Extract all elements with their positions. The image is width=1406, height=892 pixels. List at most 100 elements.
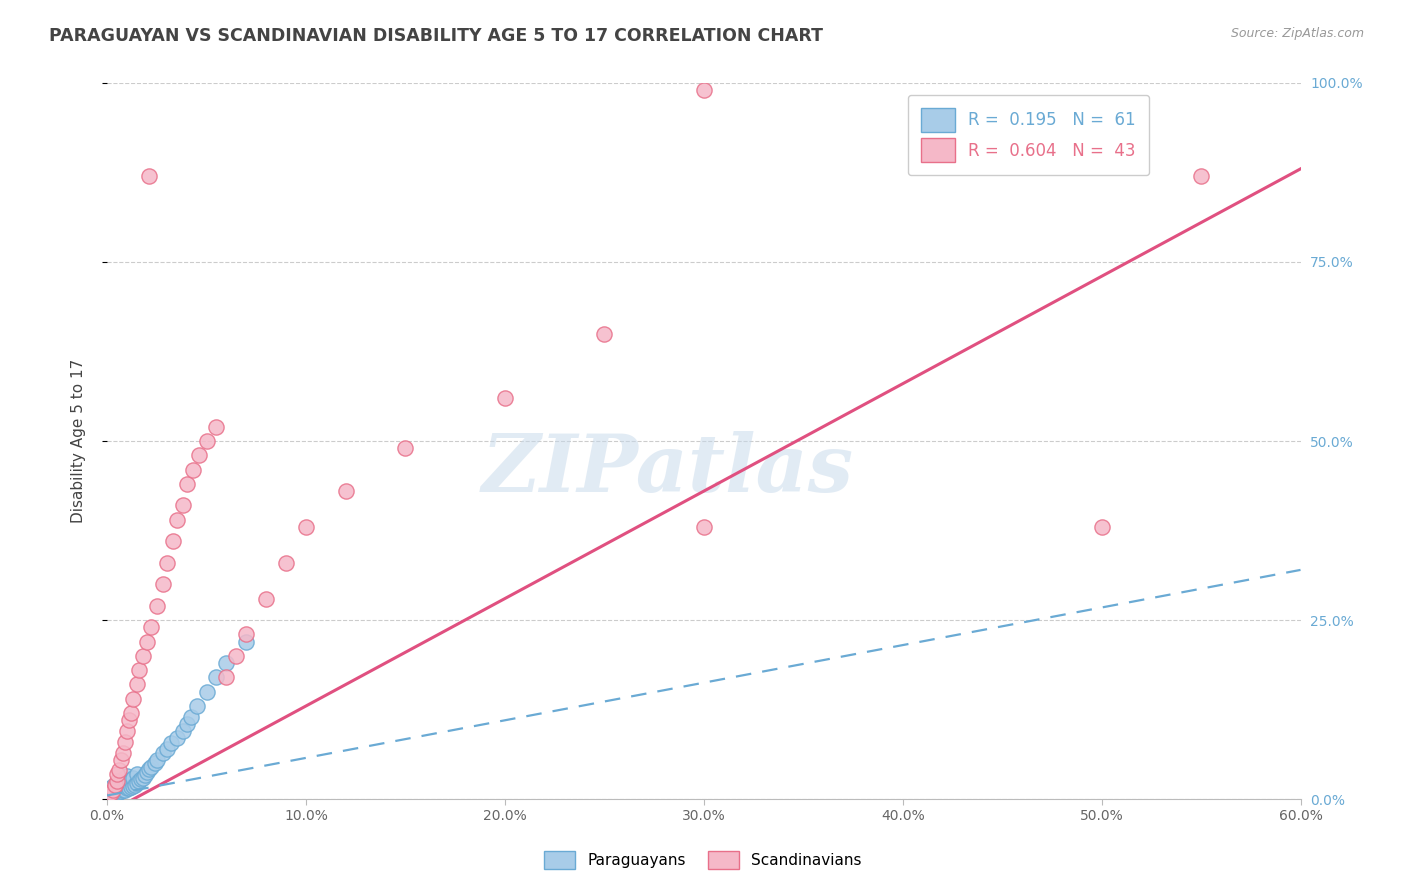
Point: [135, 764, 157, 779]
Point: [295, 520, 318, 534]
Legend: R =  0.195   N =  61, R =  0.604   N =  43: R = 0.195 N = 61, R = 0.604 N = 43: [908, 95, 1149, 176]
Point: [108, 764, 131, 778]
Text: Source: ZipAtlas.com: Source: ZipAtlas.com: [1230, 27, 1364, 40]
Point: [118, 780, 141, 795]
Y-axis label: Disability Age 5 to 17: Disability Age 5 to 17: [72, 359, 86, 523]
Point: [124, 778, 146, 792]
Point: [122, 779, 145, 793]
Point: [122, 771, 145, 785]
Point: [98, 782, 121, 797]
Point: [114, 778, 136, 792]
Point: [195, 434, 218, 448]
Point: [105, 782, 128, 797]
Point: [100, 788, 122, 802]
Point: [156, 742, 179, 756]
Point: [104, 783, 127, 797]
Point: [115, 724, 138, 739]
Point: [166, 731, 188, 746]
Point: [104, 780, 127, 795]
Point: [215, 656, 238, 670]
Point: [100, 786, 122, 800]
Point: [195, 684, 218, 698]
Point: [111, 772, 134, 786]
Point: [110, 753, 132, 767]
Point: [146, 599, 169, 613]
Point: [104, 778, 127, 792]
Point: [110, 781, 132, 796]
Point: [139, 760, 162, 774]
Point: [129, 772, 152, 786]
Point: [176, 477, 198, 491]
Text: PARAGUAYAN VS SCANDINAVIAN DISABILITY AGE 5 TO 17 CORRELATION CHART: PARAGUAYAN VS SCANDINAVIAN DISABILITY AG…: [49, 27, 823, 45]
Text: ZIPatlas: ZIPatlas: [482, 431, 853, 508]
Point: [494, 391, 516, 405]
Point: [122, 691, 145, 706]
Point: [120, 706, 142, 720]
Point: [172, 499, 194, 513]
Point: [108, 785, 131, 799]
Point: [108, 782, 131, 797]
Point: [1091, 520, 1114, 534]
Point: [98, 785, 121, 799]
Point: [111, 746, 134, 760]
Point: [134, 768, 156, 782]
Point: [105, 778, 128, 792]
Point: [101, 787, 124, 801]
Point: [225, 648, 247, 663]
Point: [186, 698, 208, 713]
Point: [335, 484, 357, 499]
Point: [176, 717, 198, 731]
Point: [135, 634, 157, 648]
Point: [105, 786, 128, 800]
Point: [205, 419, 228, 434]
Point: [187, 448, 209, 462]
Point: [101, 785, 124, 799]
Point: [132, 648, 155, 663]
Point: [98, 786, 121, 800]
Point: [100, 784, 122, 798]
Point: [104, 786, 127, 800]
Point: [120, 780, 142, 794]
Point: [118, 775, 141, 789]
Point: [128, 663, 150, 677]
Point: [1189, 169, 1212, 183]
Point: [132, 771, 155, 785]
Point: [100, 786, 122, 800]
Point: [152, 746, 174, 760]
Point: [693, 83, 716, 97]
Point: [114, 782, 136, 797]
Point: [180, 709, 202, 723]
Point: [110, 774, 132, 789]
Point: [125, 767, 148, 781]
Point: [125, 776, 148, 790]
Point: [128, 774, 150, 789]
Point: [105, 767, 128, 781]
Point: [152, 577, 174, 591]
Point: [172, 724, 194, 739]
Point: [274, 556, 297, 570]
Point: [235, 634, 257, 648]
Point: [120, 773, 142, 788]
Point: [118, 713, 141, 727]
Point: [394, 441, 416, 455]
Point: [138, 762, 160, 776]
Point: [254, 591, 277, 606]
Point: [125, 677, 148, 691]
Point: [215, 670, 238, 684]
Point: [115, 769, 138, 783]
Point: [100, 781, 122, 796]
Point: [166, 513, 188, 527]
Point: [101, 779, 124, 793]
Point: [162, 534, 184, 549]
Point: [114, 735, 136, 749]
Point: [181, 463, 204, 477]
Point: [115, 781, 138, 796]
Point: [235, 627, 257, 641]
Point: [693, 520, 716, 534]
Point: [143, 756, 166, 771]
Point: [98, 789, 121, 803]
Point: [138, 169, 160, 183]
Point: [205, 670, 228, 684]
Point: [111, 783, 134, 797]
Point: [101, 783, 124, 797]
